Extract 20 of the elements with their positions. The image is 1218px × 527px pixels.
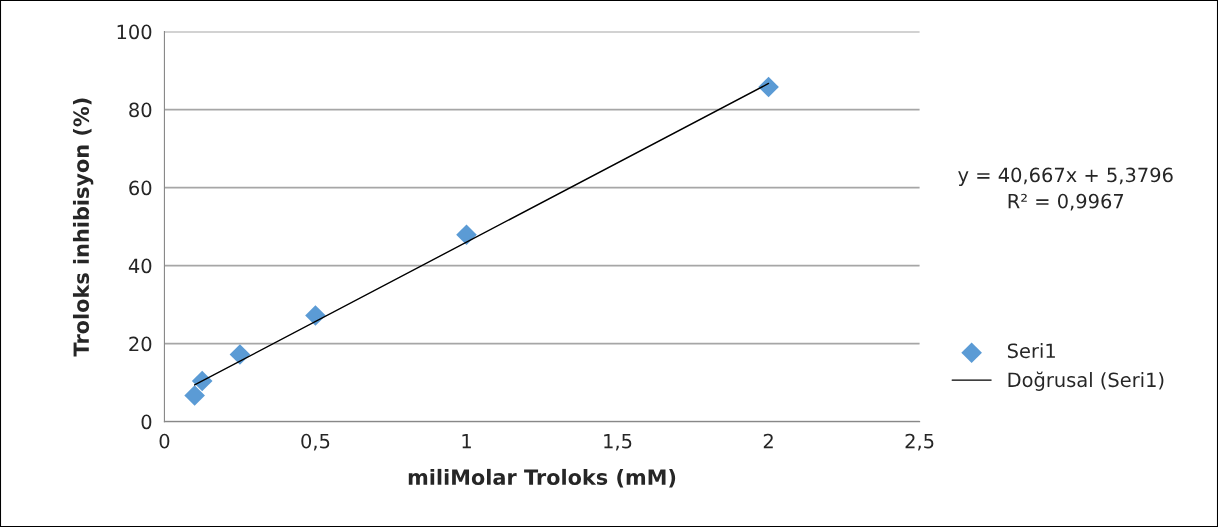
x-tick-label: 1: [462, 434, 471, 449]
x-axis-title: miliMolar Troloks (mM): [408, 468, 676, 488]
point: [184, 385, 205, 406]
x-tick-label: 2,5: [905, 433, 934, 451]
y-tick-label: 0: [141, 414, 152, 430]
y-tick-label: 60: [129, 180, 152, 196]
text: y = 40,667x + 5,3796 R² = 0,9967: [958, 167, 1173, 211]
y-axis-title: Troloks inhibisyon (%): [72, 98, 94, 357]
x-tick-label: 2: [763, 433, 773, 449]
x-tick-label: 1,5: [604, 434, 632, 451]
legend-label: Seri1: [1007, 343, 1055, 359]
x-tick-label: 0,5: [301, 433, 330, 451]
y-tick-label: 20: [129, 336, 152, 352]
y-tick-label: 100: [117, 24, 152, 40]
y-tick-label: 40: [128, 258, 152, 274]
point: [305, 305, 326, 326]
x-tick-label: 0: [159, 433, 170, 449]
y-tick-label: 80: [129, 102, 152, 118]
point: [456, 224, 477, 246]
legend-label: Doğrusal (Seri1): [1008, 371, 1164, 391]
